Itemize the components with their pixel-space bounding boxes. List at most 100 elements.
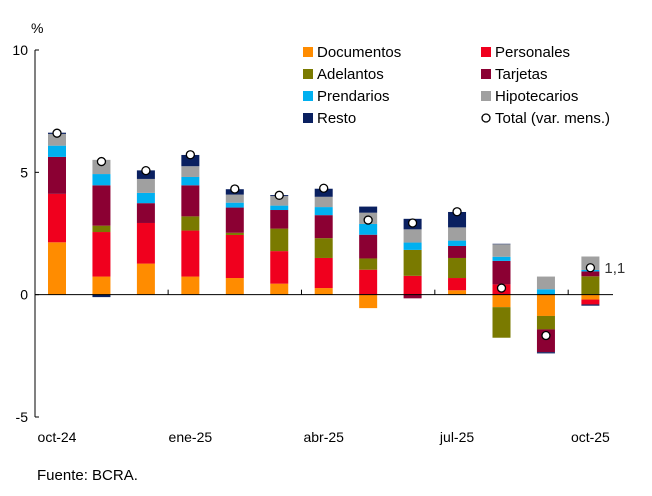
bar-segment-adelantos (359, 258, 378, 270)
bar-segment-personales (314, 257, 333, 289)
bar-segment-personales (581, 299, 600, 305)
y-axis-unit: % (31, 20, 43, 36)
bar-segment-tarjetas (92, 185, 111, 226)
bar-segment-resto (448, 211, 467, 228)
bar-segment-prendarios (48, 145, 66, 157)
bar-segment-tarjetas (492, 260, 511, 285)
x-tick-label: jul-25 (439, 429, 474, 445)
bar-segment-prendarios (403, 242, 422, 250)
bar-segment-adelantos (536, 315, 555, 330)
bar-segment-hipotecarios (492, 244, 511, 257)
bar-segment-hipotecarios (48, 133, 66, 146)
bar-segment-prendarios (448, 240, 467, 246)
bar-segment-resto (181, 154, 200, 167)
bar-segment-documentos (225, 278, 244, 295)
bar-segment-documentos (581, 294, 600, 300)
legend-label: Tarjetas (495, 66, 548, 83)
bar-segment-documentos (48, 242, 66, 295)
bar-segment-prendarios (314, 207, 333, 216)
x-tick-label: oct-25 (571, 429, 610, 445)
source-note: Fuente: BCRA. (37, 467, 138, 484)
bar-segment-adelantos (492, 307, 511, 338)
bar-segment-personales (270, 251, 289, 284)
x-tick-label: oct-24 (38, 429, 77, 445)
bar-segment-hipotecarios (403, 229, 422, 243)
y-tick-label: 0 (20, 287, 28, 303)
bar-segment-prendarios (92, 174, 111, 186)
bar-segment-personales (403, 275, 422, 295)
legend-swatch (303, 47, 313, 57)
legend-swatch (303, 69, 313, 79)
legend-marker-total (481, 113, 491, 123)
legend-label: Hipotecarios (495, 88, 578, 105)
bar-segment-hipotecarios (536, 276, 555, 290)
bar-segment-tarjetas (136, 203, 155, 223)
y-tick-label: -5 (16, 409, 29, 425)
bar-segment-tarjetas (270, 210, 289, 229)
bar-segment-personales (181, 230, 200, 277)
bar-segment-adelantos (225, 232, 244, 235)
bar-segment-documentos (181, 276, 200, 295)
bar-segment-personales (92, 232, 111, 277)
bar-segment-resto (359, 206, 378, 213)
bar-segment-hipotecarios (225, 194, 244, 203)
legend-label: Prendarios (317, 88, 390, 105)
total-marker (185, 150, 196, 160)
total-marker (319, 183, 329, 193)
bar-segment-tarjetas (314, 215, 333, 239)
bar-segment-hipotecarios (92, 159, 111, 175)
total-marker (496, 283, 507, 293)
bar-segment-personales (225, 234, 244, 279)
bar-segment-documentos (359, 294, 378, 309)
bar-segment-adelantos (181, 216, 200, 231)
bar-segment-tarjetas (181, 185, 200, 217)
total-marker (407, 218, 418, 228)
bar-segment-personales (136, 222, 155, 264)
y-axis: -5 0 5 10 (12, 42, 39, 425)
bars (48, 132, 600, 354)
bar-segment-prendarios (136, 192, 155, 204)
total-marker (52, 128, 62, 138)
total-marker (274, 190, 284, 200)
legend-swatch (481, 47, 491, 57)
total-marker (585, 263, 596, 273)
legend-swatch (303, 91, 313, 101)
bar-segment-documentos (536, 294, 555, 316)
legend-label: Resto (317, 110, 356, 127)
bar-segment-adelantos (314, 238, 333, 258)
legend-swatch (481, 91, 491, 101)
bar-segment-personales (448, 278, 467, 291)
bar-segment-tarjetas (225, 207, 244, 233)
bar-segment-documentos (136, 263, 155, 295)
bar-segment-adelantos (581, 276, 600, 295)
total-marker (230, 184, 240, 194)
x-tick-label: abr-25 (303, 429, 344, 445)
bar-segment-adelantos (270, 228, 289, 252)
bar-segment-hipotecarios (270, 196, 289, 206)
total-markers: 1,1 (52, 128, 625, 341)
bar-segment-documentos (92, 276, 111, 295)
y-tick-label: 10 (12, 42, 28, 58)
y-tick-label: 5 (20, 164, 28, 180)
bar-segment-prendarios (270, 205, 289, 211)
legend-label: Personales (495, 44, 570, 61)
bar-segment-documentos (492, 294, 511, 308)
legend-label: Documentos (317, 44, 401, 61)
bar-segment-tarjetas (359, 234, 378, 259)
bar-segment-hipotecarios (314, 196, 333, 208)
bar-segment-tarjetas (48, 156, 66, 194)
total-marker (96, 156, 107, 167)
bar-segment-hipotecarios (181, 166, 200, 177)
bar-segment-adelantos (403, 249, 422, 276)
bar-segment-personales (359, 269, 378, 295)
bar-segment-documentos (448, 290, 467, 295)
bar-segment-tarjetas (403, 294, 422, 299)
bar-segment-prendarios (225, 202, 244, 208)
legend-label: Adelantos (317, 66, 384, 83)
bar-segment-resto (581, 304, 600, 306)
legend-label: Total (var. mens.) (495, 110, 610, 127)
bar-segment-adelantos (448, 257, 467, 279)
bar-segment-documentos (270, 283, 289, 295)
bar-segment-tarjetas (581, 271, 600, 277)
